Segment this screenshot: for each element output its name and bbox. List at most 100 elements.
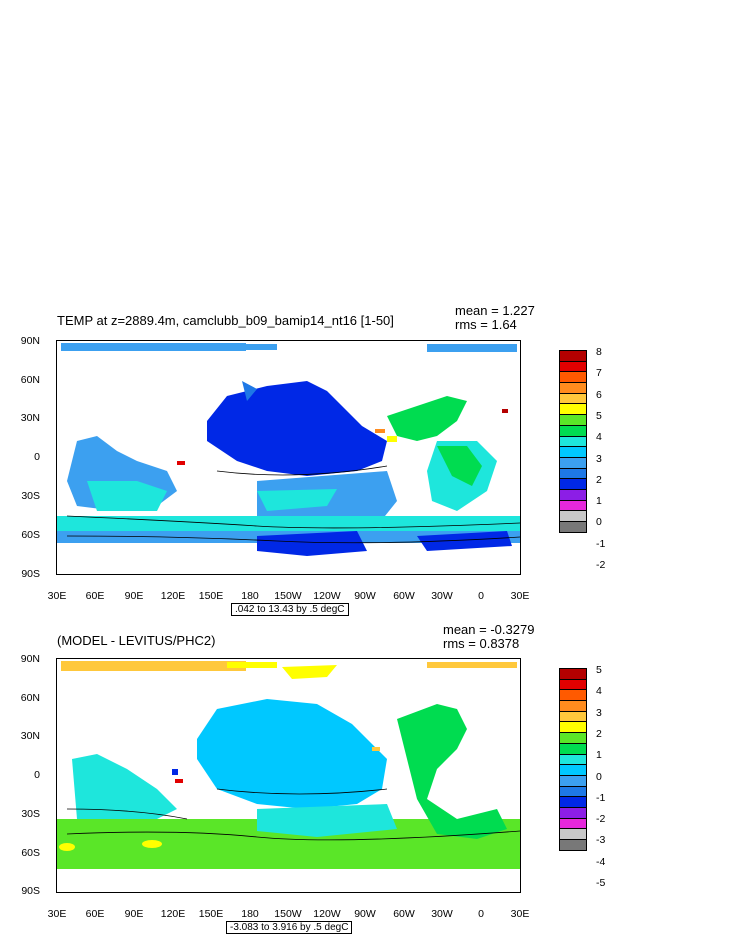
panel2-lon-0: 30E bbox=[47, 908, 67, 920]
panel2-lon-8: 90W bbox=[354, 908, 376, 920]
panel2-colorbar-swatch-9 bbox=[559, 764, 587, 775]
panel1-lon-11: 0 bbox=[478, 590, 484, 602]
panel1-colorbar-label-9: -1 bbox=[596, 537, 606, 550]
panel2-colorbar-swatch-1 bbox=[559, 678, 587, 690]
panel1-colorbar-swatch-9 bbox=[559, 446, 587, 457]
panel2-title: (MODEL - LEVITUS/PHC2) bbox=[57, 633, 216, 648]
panel2-lat-60s: 60S bbox=[21, 847, 40, 859]
panel2-colorbar-label-4: 1 bbox=[596, 749, 602, 762]
panel2-lon-2: 90E bbox=[124, 908, 144, 920]
panel2-colorbar-swatch-8 bbox=[559, 753, 587, 765]
panel1-lon-1: 60E bbox=[85, 590, 105, 602]
panel2-lon-11: 0 bbox=[478, 908, 484, 920]
panel1-lon-4: 150E bbox=[198, 590, 224, 602]
panel-model-temp: TEMP at z=2889.4m, camclubb_b09_bamip14_… bbox=[20, 303, 606, 616]
panel1-rms: rms = 1.64 bbox=[455, 317, 517, 332]
panel1-colorbar-swatch-16 bbox=[559, 521, 587, 533]
panel2-lon-4: 150E bbox=[198, 908, 224, 920]
panel2-colorbar-label-1: 4 bbox=[596, 685, 602, 698]
panel2-colorbar-label-2: 3 bbox=[596, 706, 602, 719]
panel1-lon-12: 30E bbox=[510, 590, 530, 602]
panel2-colorbar-label-6: -1 bbox=[596, 791, 606, 804]
panel1-colorbar-swatch-5 bbox=[559, 403, 587, 415]
panel2-lat-90s: 90S bbox=[21, 885, 40, 897]
panel1-range-label: .042 to 13.43 by .5 degC bbox=[231, 603, 349, 616]
panel2-lon-10: 30W bbox=[431, 908, 453, 920]
panel2-colorbar-label-10: -5 bbox=[596, 877, 606, 889]
panel2-colorbar-swatch-16 bbox=[559, 839, 587, 851]
panel2-colorbar bbox=[559, 668, 587, 851]
panel1-lon-7: 120W bbox=[313, 590, 341, 602]
panel2-colorbar-swatch-15 bbox=[559, 828, 587, 839]
panel2-lon-5: 180 bbox=[241, 908, 259, 920]
panel1-colorbar-swatch-4 bbox=[559, 392, 587, 404]
panel1-lat-60n: 60N bbox=[20, 374, 40, 386]
panel2-map bbox=[56, 658, 521, 893]
panel1-colorbar-label-1: 7 bbox=[596, 367, 602, 380]
panel1-colorbar bbox=[559, 350, 587, 533]
panel1-colorbar-swatch-2 bbox=[559, 371, 587, 383]
panel1-colorbar-label-2: 6 bbox=[596, 388, 602, 401]
panel2-lon-3: 120E bbox=[160, 908, 186, 920]
panel2-mean: mean = -0.3279 bbox=[443, 622, 535, 637]
panel2-colorbar-swatch-5 bbox=[559, 721, 587, 733]
panel1-colorbar-swatch-15 bbox=[559, 510, 587, 521]
panel1-lon-5: 180 bbox=[241, 590, 259, 602]
panel1-lon-0: 30E bbox=[47, 590, 67, 602]
panel1-colorbar-label-7: 1 bbox=[596, 495, 602, 508]
panel1-lat-90n: 90N bbox=[20, 335, 40, 347]
panel2-colorbar-label-8: -3 bbox=[596, 834, 606, 847]
panel1-lon-8: 90W bbox=[354, 590, 376, 602]
panel2-colorbar-swatch-7 bbox=[559, 742, 587, 754]
panel1-map-svg bbox=[57, 343, 520, 556]
panel2-colorbar-swatch-14 bbox=[559, 817, 587, 829]
panel2-colorbar-label-0: 5 bbox=[596, 664, 602, 676]
panel2-lon-1: 60E bbox=[85, 908, 105, 920]
panel2-lon-12: 30E bbox=[510, 908, 530, 920]
panel1-lat-30s: 30S bbox=[21, 490, 40, 502]
panel2-lat-30n: 30N bbox=[20, 730, 40, 742]
panel2-colorbar-label-5: 0 bbox=[596, 770, 602, 783]
panel1-lon-3: 120E bbox=[160, 590, 186, 602]
panel2-lat-30s: 30S bbox=[21, 808, 40, 820]
panel1-lon-2: 90E bbox=[124, 590, 144, 602]
panel2-colorbar-label-7: -2 bbox=[596, 813, 606, 826]
panel2-colorbar-swatch-10 bbox=[559, 774, 587, 786]
panel2-colorbar-swatch-13 bbox=[559, 806, 587, 818]
panel2-colorbar-swatch-12 bbox=[559, 796, 587, 807]
panel1-colorbar-swatch-0 bbox=[559, 350, 587, 361]
panel1-lat-eq: 0 bbox=[34, 451, 40, 463]
panel1-map bbox=[56, 340, 521, 575]
panel2-lat-eq: 0 bbox=[34, 769, 40, 781]
panel1-colorbar-swatch-10 bbox=[559, 456, 587, 468]
panel1-colorbar-swatch-6 bbox=[559, 414, 587, 425]
panel1-colorbar-label-10: -2 bbox=[596, 559, 606, 571]
panel1-title: TEMP at z=2889.4m, camclubb_b09_bamip14_… bbox=[57, 313, 394, 328]
panel1-colorbar-label-4: 4 bbox=[596, 431, 602, 444]
panel2-colorbar-swatch-0 bbox=[559, 668, 587, 679]
panel2-colorbar-swatch-6 bbox=[559, 732, 587, 743]
panel2-colorbar-swatch-4 bbox=[559, 710, 587, 722]
panel2-rms: rms = 0.8378 bbox=[443, 636, 520, 651]
panel1-colorbar-label-3: 5 bbox=[596, 409, 602, 422]
panel2-map-svg bbox=[57, 661, 520, 869]
panel1-colorbar-swatch-3 bbox=[559, 382, 587, 393]
panel2-lat-90n: 90N bbox=[20, 653, 40, 665]
panel1-colorbar-label-6: 2 bbox=[596, 473, 602, 486]
panel1-colorbar-swatch-7 bbox=[559, 424, 587, 436]
panel1-colorbar-swatch-13 bbox=[559, 488, 587, 500]
panel1-colorbar-swatch-12 bbox=[559, 478, 587, 489]
panel1-lat-30n: 30N bbox=[20, 412, 40, 424]
panel1-colorbar-swatch-11 bbox=[559, 467, 587, 479]
panel1-lat-90s: 90S bbox=[21, 568, 40, 580]
panel2-colorbar-label-3: 2 bbox=[596, 727, 602, 740]
panel1-lat-60s: 60S bbox=[21, 529, 40, 541]
panel2-lat-60n: 60N bbox=[20, 692, 40, 704]
panel2-colorbar-swatch-11 bbox=[559, 785, 587, 797]
panel2-colorbar-swatch-2 bbox=[559, 689, 587, 701]
panel2-colorbar-label-9: -4 bbox=[596, 855, 606, 868]
panel1-colorbar-swatch-14 bbox=[559, 499, 587, 511]
panel2-lon-6: 150W bbox=[274, 908, 302, 920]
panel1-lon-9: 60W bbox=[393, 590, 415, 602]
